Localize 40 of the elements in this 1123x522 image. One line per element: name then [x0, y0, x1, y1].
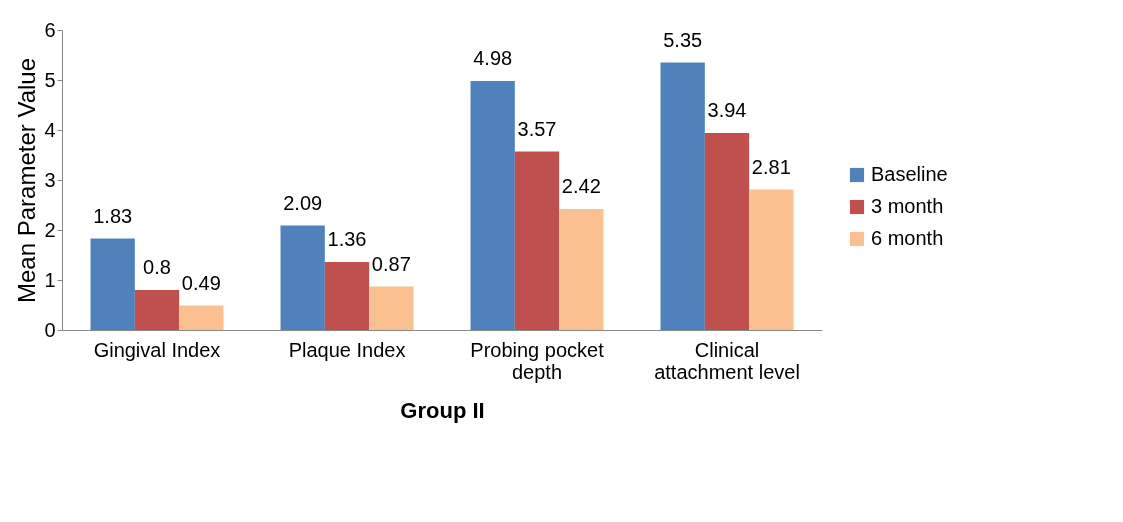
bar	[134, 290, 180, 330]
legend-label: 3 month	[871, 195, 944, 217]
bar	[470, 81, 515, 330]
y-axis-title: Mean Parameter Value	[13, 57, 41, 304]
data-label: 2.09	[283, 191, 323, 214]
data-label: 0.8	[143, 256, 171, 278]
x-tick-label: Clinical attachment level	[654, 338, 800, 383]
x-axis-title: Group II	[400, 397, 485, 423]
y-tick-label: 0	[44, 318, 56, 341]
y-tick-label: 4	[44, 118, 56, 141]
x-tick-label: Probing pocket depth	[470, 338, 605, 383]
data-label: 0.87	[371, 252, 411, 275]
legend-label: Baseline	[871, 163, 948, 185]
data-label: 2.81	[751, 155, 791, 178]
bar	[704, 133, 750, 330]
data-label: 2.42	[561, 175, 601, 197]
bar	[369, 286, 414, 330]
bar	[749, 189, 794, 330]
x-tick-label: Plaque Index	[288, 338, 406, 361]
bar	[324, 262, 370, 330]
data-label: 1.83	[93, 204, 133, 227]
y-tick-label: 6	[44, 18, 56, 41]
bar	[514, 151, 560, 330]
data-label: 3.94	[707, 99, 747, 121]
y-tick-label: 1	[44, 268, 56, 291]
data-label: 0.49	[181, 271, 221, 294]
legend-label: 6 month	[871, 227, 944, 249]
x-tick-label: Gingival Index	[93, 338, 221, 361]
y-tick-label: 2	[44, 218, 56, 241]
data-label: 4.98	[473, 47, 513, 69]
data-label: 5.35	[663, 28, 703, 51]
bar	[280, 225, 325, 330]
bar	[179, 305, 224, 330]
bar	[90, 238, 135, 330]
y-tick-label: 5	[44, 68, 56, 91]
y-tick-label: 3	[44, 168, 56, 191]
data-label: 1.36	[327, 228, 367, 250]
data-label: 3.57	[517, 117, 557, 140]
bar	[660, 62, 705, 330]
bar	[559, 209, 604, 330]
